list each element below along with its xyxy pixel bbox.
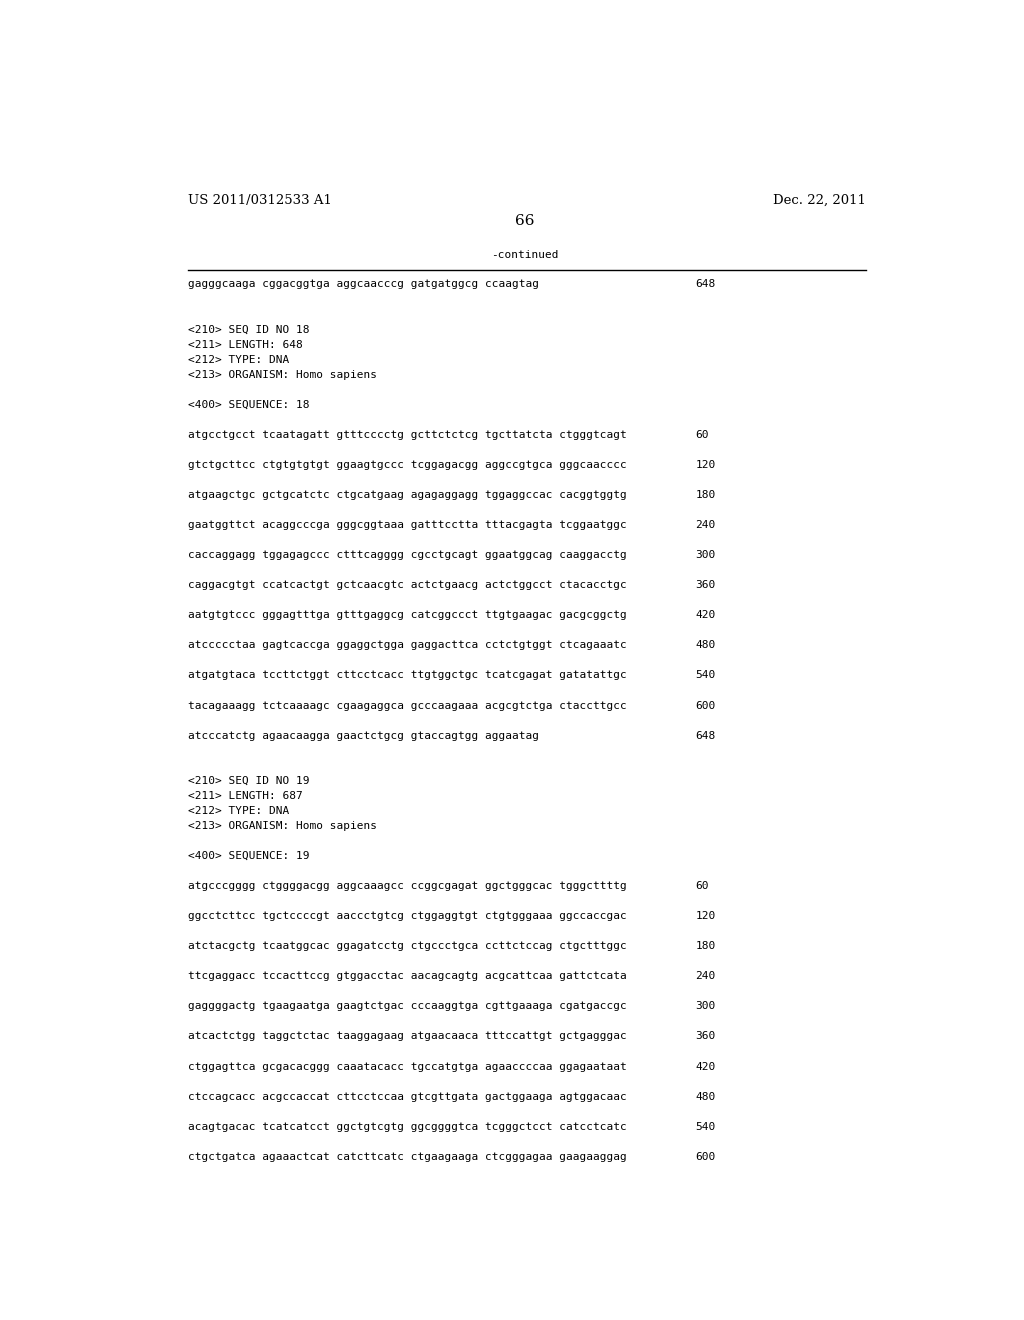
Text: <213> ORGANISM: Homo sapiens: <213> ORGANISM: Homo sapiens — [187, 370, 377, 380]
Text: ctgctgatca agaaactcat catcttcatc ctgaagaaga ctcgggagaa gaagaaggag: ctgctgatca agaaactcat catcttcatc ctgaaga… — [187, 1152, 627, 1162]
Text: 480: 480 — [695, 1092, 716, 1102]
Text: caccaggagg tggagagccc ctttcagggg cgcctgcagt ggaatggcag caaggacctg: caccaggagg tggagagccc ctttcagggg cgcctgc… — [187, 550, 627, 560]
Text: aatgtgtccc gggagtttga gtttgaggcg catcggccct ttgtgaagac gacgcggctg: aatgtgtccc gggagtttga gtttgaggcg catcggc… — [187, 610, 627, 620]
Text: <211> LENGTH: 648: <211> LENGTH: 648 — [187, 339, 302, 350]
Text: atgcctgcct tcaatagatt gtttcccctg gcttctctcg tgcttatcta ctgggtcagt: atgcctgcct tcaatagatt gtttcccctg gcttctc… — [187, 430, 627, 440]
Text: <211> LENGTH: 687: <211> LENGTH: 687 — [187, 791, 302, 801]
Text: <212> TYPE: DNA: <212> TYPE: DNA — [187, 355, 289, 364]
Text: 60: 60 — [695, 430, 709, 440]
Text: Dec. 22, 2011: Dec. 22, 2011 — [773, 194, 866, 207]
Text: 420: 420 — [695, 1061, 716, 1072]
Text: atgatgtaca tccttctggt cttcctcacc ttgtggctgc tcatcgagat gatatattgc: atgatgtaca tccttctggt cttcctcacc ttgtggc… — [187, 671, 627, 681]
Text: -continued: -continued — [492, 249, 558, 260]
Text: 180: 180 — [695, 490, 716, 500]
Text: atcccatctg agaacaagga gaactctgcg gtaccagtgg aggaatag: atcccatctg agaacaagga gaactctgcg gtaccag… — [187, 731, 539, 741]
Text: 360: 360 — [695, 1031, 716, 1041]
Text: <400> SEQUENCE: 19: <400> SEQUENCE: 19 — [187, 851, 309, 861]
Text: atcactctgg taggctctac taaggagaag atgaacaaca tttccattgt gctgagggac: atcactctgg taggctctac taaggagaag atgaaca… — [187, 1031, 627, 1041]
Text: 480: 480 — [695, 640, 716, 651]
Text: 600: 600 — [695, 701, 716, 710]
Text: 60: 60 — [695, 880, 709, 891]
Text: ggcctcttcc tgctccccgt aaccctgtcg ctggaggtgt ctgtgggaaa ggccaccgac: ggcctcttcc tgctccccgt aaccctgtcg ctggagg… — [187, 911, 627, 921]
Text: <210> SEQ ID NO 19: <210> SEQ ID NO 19 — [187, 776, 309, 785]
Text: ttcgaggacc tccacttccg gtggacctac aacagcagtg acgcattcaa gattctcata: ttcgaggacc tccacttccg gtggacctac aacagca… — [187, 972, 627, 981]
Text: atctacgctg tcaatggcac ggagatcctg ctgccctgca ccttctccag ctgctttggc: atctacgctg tcaatggcac ggagatcctg ctgccct… — [187, 941, 627, 952]
Text: gaggggactg tgaagaatga gaagtctgac cccaaggtga cgttgaaaga cgatgaccgc: gaggggactg tgaagaatga gaagtctgac cccaagg… — [187, 1002, 627, 1011]
Text: gagggcaaga cggacggtga aggcaacccg gatgatggcg ccaagtag: gagggcaaga cggacggtga aggcaacccg gatgatg… — [187, 280, 539, 289]
Text: 360: 360 — [695, 581, 716, 590]
Text: gaatggttct acaggcccga gggcggtaaa gatttcctta tttacgagta tcggaatggc: gaatggttct acaggcccga gggcggtaaa gatttcc… — [187, 520, 627, 531]
Text: 240: 240 — [695, 972, 716, 981]
Text: <213> ORGANISM: Homo sapiens: <213> ORGANISM: Homo sapiens — [187, 821, 377, 830]
Text: atccccctaa gagtcaccga ggaggctgga gaggacttca cctctgtggt ctcagaaatc: atccccctaa gagtcaccga ggaggctgga gaggact… — [187, 640, 627, 651]
Text: tacagaaagg tctcaaaagc cgaagaggca gcccaagaaa acgcgtctga ctaccttgcc: tacagaaagg tctcaaaagc cgaagaggca gcccaag… — [187, 701, 627, 710]
Text: <400> SEQUENCE: 18: <400> SEQUENCE: 18 — [187, 400, 309, 409]
Text: US 2011/0312533 A1: US 2011/0312533 A1 — [187, 194, 332, 207]
Text: 648: 648 — [695, 731, 716, 741]
Text: ctccagcacc acgccaccat cttcctccaa gtcgttgata gactggaaga agtggacaac: ctccagcacc acgccaccat cttcctccaa gtcgttg… — [187, 1092, 627, 1102]
Text: 120: 120 — [695, 459, 716, 470]
Text: <212> TYPE: DNA: <212> TYPE: DNA — [187, 805, 289, 816]
Text: atgaagctgc gctgcatctc ctgcatgaag agagaggagg tggaggccac cacggtggtg: atgaagctgc gctgcatctc ctgcatgaag agagagg… — [187, 490, 627, 500]
Text: 540: 540 — [695, 1122, 716, 1131]
Text: acagtgacac tcatcatcct ggctgtcgtg ggcggggtca tcgggctcct catcctcatc: acagtgacac tcatcatcct ggctgtcgtg ggcgggg… — [187, 1122, 627, 1131]
Text: gtctgcttcc ctgtgtgtgt ggaagtgccc tcggagacgg aggccgtgca gggcaacccc: gtctgcttcc ctgtgtgtgt ggaagtgccc tcggaga… — [187, 459, 627, 470]
Text: 66: 66 — [515, 214, 535, 228]
Text: 300: 300 — [695, 550, 716, 560]
Text: ctggagttca gcgacacggg caaatacacc tgccatgtga agaaccccaa ggagaataat: ctggagttca gcgacacggg caaatacacc tgccatg… — [187, 1061, 627, 1072]
Text: 540: 540 — [695, 671, 716, 681]
Text: 180: 180 — [695, 941, 716, 952]
Text: 240: 240 — [695, 520, 716, 531]
Text: atgcccgggg ctggggacgg aggcaaagcc ccggcgagat ggctgggcac tgggcttttg: atgcccgggg ctggggacgg aggcaaagcc ccggcga… — [187, 880, 627, 891]
Text: 300: 300 — [695, 1002, 716, 1011]
Text: <210> SEQ ID NO 18: <210> SEQ ID NO 18 — [187, 325, 309, 334]
Text: caggacgtgt ccatcactgt gctcaacgtc actctgaacg actctggcct ctacacctgc: caggacgtgt ccatcactgt gctcaacgtc actctga… — [187, 581, 627, 590]
Text: 120: 120 — [695, 911, 716, 921]
Text: 648: 648 — [695, 280, 716, 289]
Text: 420: 420 — [695, 610, 716, 620]
Text: 600: 600 — [695, 1152, 716, 1162]
